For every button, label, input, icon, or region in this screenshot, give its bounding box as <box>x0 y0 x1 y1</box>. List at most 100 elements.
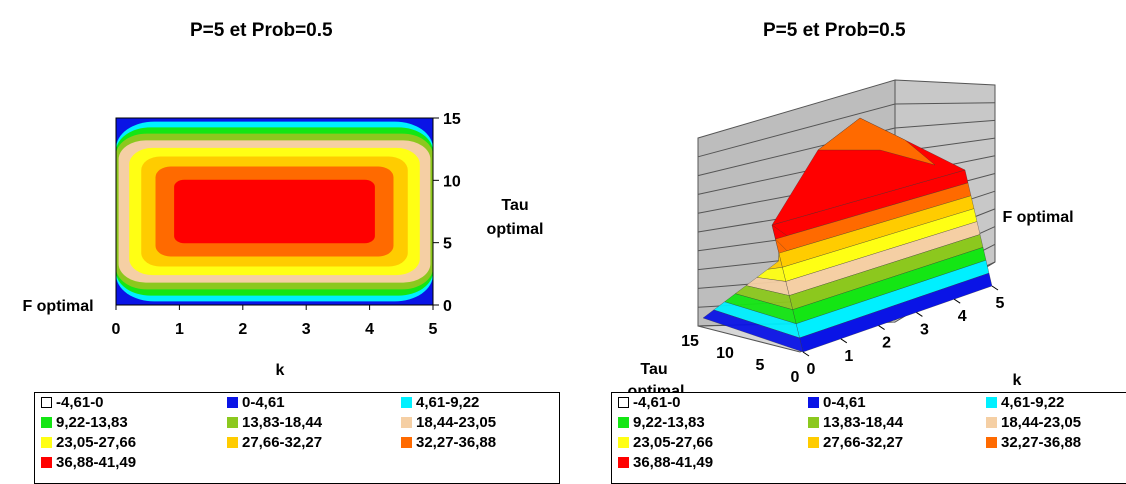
legend-label: 23,05-27,66 <box>633 434 714 451</box>
legend-swatch <box>41 457 52 468</box>
legend-item: 36,88-41,49 <box>618 454 713 472</box>
legend-swatch <box>986 397 997 408</box>
legend-item: 23,05-27,66 <box>618 434 713 452</box>
chart-title-right: P=5 et Prob=0.5 <box>763 20 906 41</box>
legend-label: 23,05-27,66 <box>56 434 137 451</box>
legend-item: 4,61-9,22 <box>986 394 1064 412</box>
legend-swatch <box>618 417 629 428</box>
contour-ytick-label: 10 <box>443 173 461 190</box>
surface-xtick <box>840 338 848 344</box>
surface-xtick <box>953 298 961 304</box>
legend-item: 9,22-13,83 <box>618 414 705 432</box>
legend-item: -4,61-0 <box>618 394 681 412</box>
legend-swatch <box>808 397 819 408</box>
chart-title-left: P=5 et Prob=0.5 <box>190 20 333 41</box>
contour-xtick-label: 1 <box>175 321 184 338</box>
surface-band-left-1 <box>702 309 804 353</box>
surface-ytick-label: 5 <box>756 357 765 374</box>
legend-item: 9,22-13,83 <box>41 414 128 432</box>
legend-label: 4,61-9,22 <box>416 394 480 411</box>
contour-xtick-label: 0 <box>112 321 121 338</box>
legend-label: 32,27-36,88 <box>1001 434 1082 451</box>
legend-label: 4,61-9,22 <box>1001 394 1065 411</box>
legend-swatch <box>986 437 997 448</box>
contour-ytick-label: 5 <box>443 236 452 253</box>
surface-xtick-label: 0 <box>807 361 816 378</box>
legend-label: 13,83-18,44 <box>242 414 323 431</box>
legend-label: 27,66-32,27 <box>242 434 323 451</box>
surface-xtick-label: 3 <box>920 321 929 338</box>
legend-item: 32,27-36,88 <box>986 434 1081 452</box>
surface-ytick-label: 10 <box>716 345 734 362</box>
contour-xtick-label: 2 <box>238 321 247 338</box>
legend-swatch <box>401 417 412 428</box>
legend-label: 0-4,61 <box>242 394 285 411</box>
surface-xtick-label: 2 <box>882 335 891 352</box>
legend-swatch <box>227 397 238 408</box>
legend-swatch <box>986 417 997 428</box>
legend-label: 9,22-13,83 <box>56 414 128 431</box>
legend-swatch <box>41 437 52 448</box>
legend-label: -4,61-0 <box>633 394 681 411</box>
legend-label: 36,88-41,49 <box>633 454 714 471</box>
legend-right: -4,61-0 0-4,61 4,61-9,22 9,22-13,83 13,83-18… <box>611 392 1126 484</box>
legend-label: 13,83-18,44 <box>823 414 904 431</box>
legend-swatch <box>401 437 412 448</box>
legend-swatch <box>41 397 52 408</box>
surface-xtick <box>878 325 885 331</box>
surface-zlabel: F optimal <box>1002 209 1073 226</box>
contour-band-8 <box>174 179 375 244</box>
surface-xtick-label: 4 <box>958 308 967 325</box>
contour-xtick-label: 3 <box>302 321 311 338</box>
contour-xtick-label: 4 <box>365 321 374 338</box>
surface-xtick <box>916 311 923 317</box>
legend-label: 0-4,61 <box>823 394 866 411</box>
legend-item: -4,61-0 <box>41 394 104 412</box>
legend-label: 36,88-41,49 <box>56 454 137 471</box>
legend-item: 27,66-32,27 <box>227 434 322 452</box>
legend-label: 18,44-23,05 <box>416 414 497 431</box>
legend-swatch <box>808 417 819 428</box>
legend-label: 18,44-23,05 <box>1001 414 1082 431</box>
legend-item: 4,61-9,22 <box>401 394 479 412</box>
legend-swatch <box>227 437 238 448</box>
surface-xlabel: k <box>1013 372 1022 389</box>
legend-item: 18,44-23,05 <box>401 414 496 432</box>
surface-xtick-label: 1 <box>844 348 853 365</box>
legend-swatch <box>227 417 238 428</box>
surface-xtick <box>802 351 810 357</box>
surface-ylabel: Tau <box>640 361 667 378</box>
contour-ytick-label: 15 <box>443 111 461 128</box>
contour-zlabel: F optimal <box>22 298 93 315</box>
legend-swatch <box>618 437 629 448</box>
legend-item: 36,88-41,49 <box>41 454 136 472</box>
legend-item: 13,83-18,44 <box>227 414 322 432</box>
contour-ylabel-line1: Tau <box>501 197 528 214</box>
legend-item: 32,27-36,88 <box>401 434 496 452</box>
surface-gridline <box>894 102 996 105</box>
legend-swatch <box>401 397 412 408</box>
legend-left: -4,61-0 0-4,61 4,61-9,22 9,22-13,83 13,83-18… <box>34 392 560 484</box>
contour-ytick-label: 0 <box>443 298 452 315</box>
legend-swatch <box>618 457 629 468</box>
legend-item: 0-4,61 <box>808 394 866 412</box>
surface-peak-shade <box>817 117 936 166</box>
contour-xlabel: k <box>276 362 285 379</box>
legend-label: 9,22-13,83 <box>633 414 705 431</box>
contour-ylabel-line2: optimal <box>487 221 544 238</box>
legend-item: 18,44-23,05 <box>986 414 1081 432</box>
legend-swatch <box>41 417 52 428</box>
surface-ytick-label: 0 <box>791 369 800 386</box>
legend-item: 27,66-32,27 <box>808 434 903 452</box>
legend-swatch <box>618 397 629 408</box>
contour-xtick-label: 5 <box>429 321 438 338</box>
surface-gridline <box>894 119 996 129</box>
legend-item: 13,83-18,44 <box>808 414 903 432</box>
surface-ytick-label: 15 <box>681 333 699 350</box>
surface-xtick-label: 5 <box>996 295 1005 312</box>
legend-item: 23,05-27,66 <box>41 434 136 452</box>
legend-label: 32,27-36,88 <box>416 434 497 451</box>
legend-label: 27,66-32,27 <box>823 434 904 451</box>
